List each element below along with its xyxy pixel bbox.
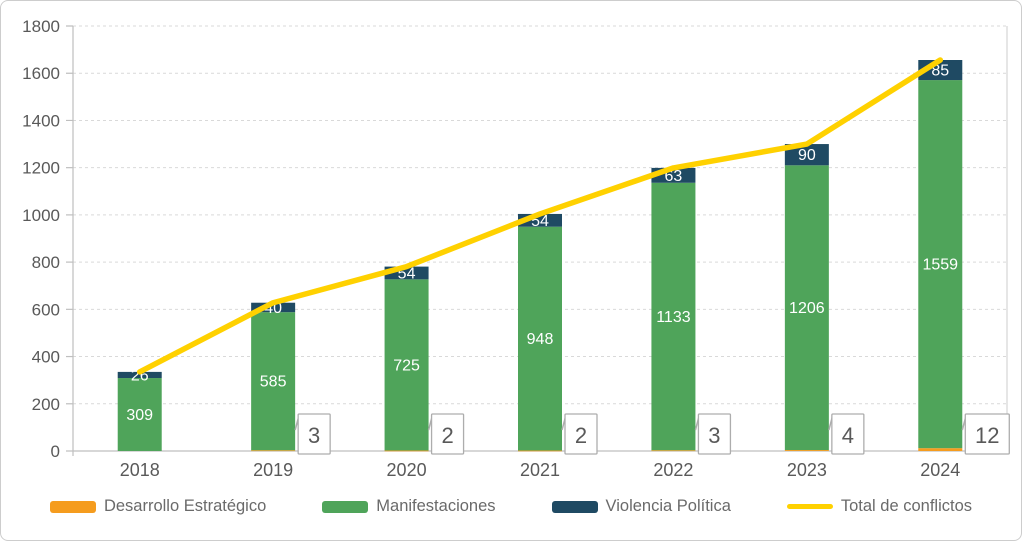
x-tick-label-2020: 2020	[387, 460, 427, 480]
legend-swatch-icon	[551, 500, 598, 513]
legend-item-total-de-conflictos: Total de conflictos	[786, 497, 973, 516]
chart-legend: Desarrollo Estratégico Manifestaciones Vio…	[1, 497, 1021, 516]
callout-box-2019	[297, 413, 331, 455]
bar-value-label-2022: 1133	[656, 309, 691, 326]
y-tick-label-1800: 1800	[22, 17, 60, 36]
legend-label: Total de conflictos	[840, 497, 973, 515]
y-tick-label-1000: 1000	[22, 206, 60, 225]
y-tick-label-0: 0	[51, 442, 60, 461]
y-tick-label-1600: 1600	[22, 64, 60, 83]
callout-box-2020	[430, 413, 465, 455]
callout-value-2021: 2	[575, 423, 587, 448]
callout-box-2023	[831, 413, 865, 455]
bar-segment-2023-violencia-pol-tica	[784, 144, 829, 166]
legend-swatch-icon	[786, 504, 833, 509]
legend-label: Manifestaciones	[376, 497, 496, 515]
x-tick-label-2021: 2021	[520, 460, 560, 480]
bar-segment-2021-manifestaciones	[518, 226, 562, 451]
bar-segment-2023-desarrollo-estrat-gico	[784, 450, 829, 451]
bar-segment-2019-manifestaciones	[251, 312, 296, 451]
bar-segment-2024-manifestaciones	[918, 80, 963, 449]
bar-value-label-2020: 725	[393, 357, 420, 374]
bar-segment-2022-desarrollo-estrat-gico	[651, 450, 696, 452]
y-tick-label-1200: 1200	[22, 159, 60, 178]
x-tick-label-2018: 2018	[120, 460, 160, 480]
y-tick-label-600: 600	[32, 300, 60, 319]
callout-value-2020: 2	[441, 423, 453, 448]
legend-swatch-icon	[322, 500, 369, 513]
bar-segment-2023-manifestaciones	[784, 165, 829, 451]
legend-label: Desarrollo Estratégico	[103, 497, 267, 515]
y-tick-label-800: 800	[32, 253, 60, 272]
bar-segment-2019-desarrollo-estrat-gico	[251, 450, 296, 452]
legend-item-desarrollo-estrat-gico: Desarrollo Estratégico	[49, 497, 267, 516]
callout-box-2021	[564, 413, 598, 455]
bar-segment-2019-violencia-pol-tica	[251, 302, 296, 313]
bar-segment-2022-manifestaciones	[651, 182, 696, 451]
bar-value-label-2018: 309	[126, 407, 153, 424]
bar-value-label-2023: 90	[798, 147, 816, 164]
legend-label: Violencia Política	[605, 497, 731, 515]
bar-segment-2018-violencia-pol-tica	[117, 371, 162, 379]
bar-value-label-2023: 1206	[789, 300, 825, 317]
callout-value-2024: 12	[975, 423, 999, 448]
callout-value-2022: 3	[708, 423, 720, 448]
bar-value-label-2024: 1559	[922, 257, 958, 274]
y-tick-label-200: 200	[32, 395, 60, 414]
y-tick-label-1400: 1400	[22, 111, 60, 130]
stacked-bar-chart: 0200400600800100012001400160018003092620…	[22, 17, 1010, 480]
legend-swatch-icon	[49, 500, 96, 513]
bar-segment-2020-manifestaciones	[384, 279, 429, 451]
y-tick-label-400: 400	[32, 348, 60, 367]
x-tick-label-2019: 2019	[253, 460, 293, 480]
bar-segment-2021-desarrollo-estrat-gico	[518, 450, 562, 452]
legend-item-violencia-pol-tica: Violencia Política	[551, 497, 731, 516]
bar-segment-2018-manifestaciones	[117, 378, 162, 451]
bar-value-label-2021: 948	[527, 331, 554, 348]
callout-value-2019: 3	[308, 423, 320, 448]
bar-segment-2020-desarrollo-estrat-gico	[384, 450, 429, 452]
bar-value-label-2024: 85	[931, 63, 949, 80]
callout-box-2024	[964, 413, 1010, 455]
bar-segment-2024-desarrollo-estrat-gico	[918, 448, 963, 451]
x-tick-label-2024: 2024	[920, 460, 960, 480]
bar-value-label-2019: 585	[260, 374, 287, 391]
x-tick-label-2023: 2023	[787, 460, 827, 480]
legend-item-manifestaciones: Manifestaciones	[322, 497, 496, 516]
callout-box-2022	[697, 413, 732, 455]
x-tick-label-2022: 2022	[653, 460, 693, 480]
callout-value-2023: 4	[842, 423, 854, 448]
total-conflicts-line	[136, 57, 944, 375]
